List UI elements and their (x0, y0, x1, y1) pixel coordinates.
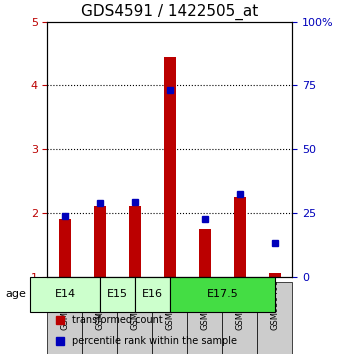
FancyBboxPatch shape (48, 282, 82, 354)
Bar (59, 219, 71, 276)
FancyBboxPatch shape (118, 282, 152, 354)
Bar (94, 206, 106, 276)
Text: E15: E15 (107, 289, 128, 299)
FancyBboxPatch shape (170, 276, 275, 312)
Text: percentile rank within the sample: percentile rank within the sample (72, 336, 237, 347)
FancyBboxPatch shape (188, 282, 222, 354)
FancyBboxPatch shape (30, 276, 100, 312)
Text: age: age (6, 289, 26, 299)
FancyBboxPatch shape (135, 276, 170, 312)
FancyBboxPatch shape (100, 276, 135, 312)
Text: E16: E16 (142, 289, 163, 299)
Text: E14: E14 (54, 289, 76, 299)
Bar (129, 206, 141, 276)
Bar (234, 197, 246, 276)
FancyBboxPatch shape (82, 282, 118, 354)
FancyBboxPatch shape (258, 282, 292, 354)
Bar (199, 229, 211, 276)
Text: transformed count: transformed count (72, 315, 163, 325)
Title: GDS4591 / 1422505_at: GDS4591 / 1422505_at (81, 4, 259, 21)
Text: E17.5: E17.5 (207, 289, 238, 299)
Bar (269, 273, 281, 276)
FancyBboxPatch shape (152, 282, 188, 354)
FancyBboxPatch shape (222, 282, 258, 354)
Bar (164, 57, 176, 276)
